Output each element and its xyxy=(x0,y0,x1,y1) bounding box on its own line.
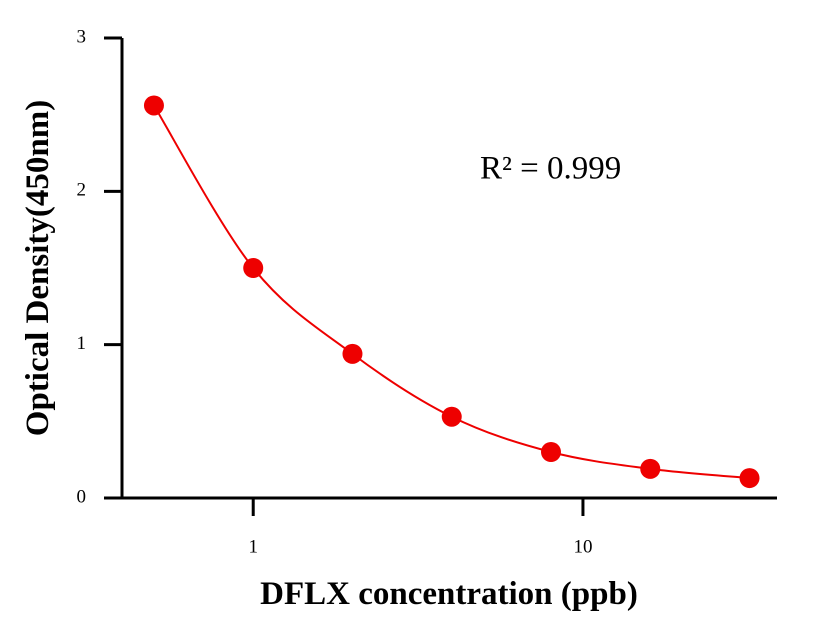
data-point xyxy=(441,406,462,427)
x-tick-label: 1 xyxy=(248,536,258,557)
data-point xyxy=(243,258,264,278)
x-tick-label: 10 xyxy=(573,536,592,557)
x-axis-title: DFLX concentration (ppb) xyxy=(260,576,638,612)
y-tick-label: 0 xyxy=(77,486,87,507)
annotation: R² = 0.999 xyxy=(480,151,621,187)
data-point xyxy=(640,458,661,479)
data-point xyxy=(143,95,164,116)
y-tick-label: 1 xyxy=(77,333,87,354)
data-point xyxy=(342,343,363,364)
y-tick-label: 3 xyxy=(77,26,87,47)
data-point xyxy=(540,442,561,462)
y-axis-title: Optical Density(450nm) xyxy=(20,100,56,436)
y-tick-label: 2 xyxy=(77,180,87,201)
data-point xyxy=(739,468,760,489)
